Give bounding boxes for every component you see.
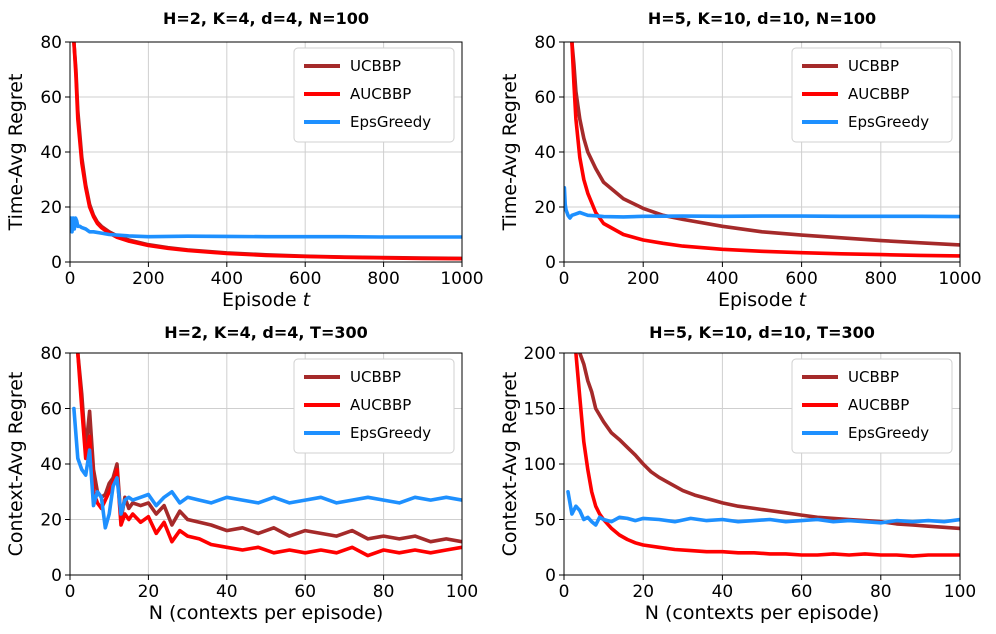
y-tick-label: 100 [524,455,556,475]
y-tick-label: 80 [40,344,62,364]
legend-label-epsgreedy: EpsGreedy [350,113,431,131]
chart-title: H=5, K=10, d=10, N=100 [648,9,876,28]
chart-title: H=2, K=4, d=4, T=300 [164,323,368,342]
legend-box [791,47,953,143]
y-tick-label: 0 [545,253,556,273]
x-tick-label: 600 [785,269,817,289]
x-tick-label: 80 [373,582,395,602]
legend: UCBBP AUCBBP EpsGreedy [293,358,455,454]
x-tick-label: 200 [132,269,164,289]
y-tick-label: 60 [534,88,556,108]
chart-panel-3: 0 20 40 60 80 100 0 20 40 60 80 H=2, K=4, d=4, T=30… [5,323,478,624]
legend-label-aucbbp: AUCBBP [350,396,411,414]
x-axis-label: N (contexts per episode) [149,602,384,624]
legend-label-epsgreedy: EpsGreedy [848,424,929,442]
chart-title: H=2, K=4, d=4, N=100 [163,9,369,28]
x-tick-label: 400 [211,269,243,289]
x-tick-label: 20 [632,582,654,602]
legend-label-aucbbp: AUCBBP [848,396,909,414]
series-line-epsgreedy [566,489,960,527]
x-tick-label: 100 [446,582,478,602]
y-tick-label: 60 [40,400,62,420]
series-line-aucbbp [574,353,960,558]
y-tick-label: 80 [40,33,62,53]
y-tick-label: 40 [40,455,62,475]
legend-label-ucbbp: UCBBP [848,368,899,386]
x-tick-label: 800 [367,269,399,289]
legend-label-ucbbp: UCBBP [848,57,899,75]
x-axis-label: Episode t [222,289,312,311]
y-tick-label: 150 [524,400,556,420]
x-tick-label: 0 [559,582,570,602]
y-tick-label: 20 [40,198,62,218]
y-axis-label: Time-Avg Regret [5,74,27,232]
chart-title: H=5, K=10, d=10, T=300 [649,323,875,342]
x-axis-label: N (contexts per episode) [645,602,880,624]
y-tick-label: 200 [524,344,556,364]
legend: UCBBP AUCBBP EpsGreedy [791,358,953,454]
series-line-epsgreedy [70,216,462,239]
legend-label-ucbbp: UCBBP [350,368,401,386]
y-axis-label: Context-Avg Regret [499,372,521,557]
x-tick-label: 60 [294,582,316,602]
x-tick-label: 400 [706,269,738,289]
y-tick-label: 0 [51,566,62,586]
legend-box [293,358,455,454]
x-tick-label: 80 [870,582,892,602]
series-line-epsgreedy [564,186,960,220]
x-tick-label: 100 [944,582,976,602]
x-tick-label: 40 [712,582,734,602]
x-axis-label: Episode t [718,289,808,311]
legend-label-aucbbp: AUCBBP [848,85,909,103]
legend-label-ucbbp: UCBBP [350,57,401,75]
series-line-epsgreedy [72,406,462,530]
y-tick-label: 80 [534,33,556,53]
y-tick-label: 20 [534,198,556,218]
legend-label-epsgreedy: EpsGreedy [848,113,929,131]
x-tick-label: 200 [627,269,659,289]
legend-label-epsgreedy: EpsGreedy [350,424,431,442]
y-tick-label: 20 [40,511,62,531]
legend-box [293,47,455,143]
series-line-ucbbp [76,353,462,544]
x-tick-label: 1000 [440,269,483,289]
y-tick-label: 60 [40,88,62,108]
y-tick-label: 40 [534,143,556,163]
chart-panel-2: 0 200 400 600 800 1000 0 20 40 60 80 H=5, K=10, d=1… [499,9,982,311]
series-line-aucbbp [570,42,960,258]
legend: UCBBP AUCBBP EpsGreedy [791,47,953,143]
x-tick-label: 0 [65,582,76,602]
x-tick-label: 20 [138,582,160,602]
x-tick-label: 0 [65,269,76,289]
x-tick-label: 40 [216,582,238,602]
y-tick-label: 0 [51,253,62,273]
y-axis-label: Context-Avg Regret [5,372,27,557]
y-tick-label: 50 [534,511,556,531]
chart-panel-1: 0 200 400 600 800 1000 0 20 40 60 80 H=2, K=4, d=4,… [5,9,484,311]
x-tick-label: 0 [559,269,570,289]
legend: UCBBP AUCBBP EpsGreedy [293,47,455,143]
y-tick-label: 40 [40,143,62,163]
x-tick-label: 600 [289,269,321,289]
y-axis-label: Time-Avg Regret [499,74,521,232]
x-tick-label: 1000 [938,269,981,289]
legend-label-aucbbp: AUCBBP [350,85,411,103]
x-tick-label: 800 [865,269,897,289]
series-line-ucbbp [570,42,960,247]
chart-panel-4: 0 20 40 60 80 100 0 50 100 150 200 H=5, K=10, d=10,… [499,323,976,624]
x-axis-variable: t [793,289,808,311]
y-tick-label: 0 [545,566,556,586]
x-tick-label: 60 [791,582,813,602]
x-axis-variable: t [297,289,312,311]
legend-box [791,358,953,454]
series-line-aucbbp [72,42,462,261]
